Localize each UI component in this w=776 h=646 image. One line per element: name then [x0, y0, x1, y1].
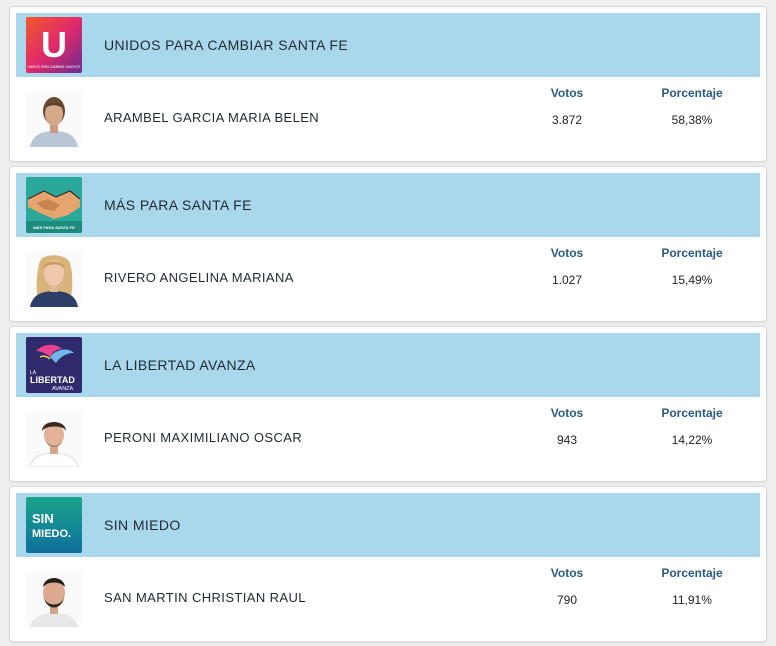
- percent-value: 58,38%: [671, 113, 713, 127]
- sin-miedo-logo-icon: SIN MIEDO.: [26, 497, 82, 553]
- party-name: SIN MIEDO: [104, 517, 181, 533]
- candidate-photo: [26, 91, 82, 147]
- u-letter-logo-icon: U UNIDOS PARA CAMBIAR SANTA FE: [26, 17, 82, 73]
- votes-value: 1.027: [551, 273, 583, 287]
- votes-value: 943: [556, 433, 578, 447]
- percent-value: 14,22%: [671, 433, 713, 447]
- svg-text:SIN: SIN: [32, 511, 54, 526]
- votes-header: Votos: [550, 86, 584, 100]
- percent-header: Porcentaje: [661, 246, 723, 260]
- party-result-card: MÁS PARA SANTA FE MÁS PARA SANTA FE RIVE…: [9, 166, 767, 322]
- party-name: MÁS PARA SANTA FE: [104, 197, 252, 213]
- votes-value: 790: [556, 593, 578, 607]
- percent-header: Porcentaje: [661, 406, 723, 420]
- candidate-photo: [26, 251, 82, 307]
- percent-value: 11,91%: [672, 593, 712, 607]
- party-header: MÁS PARA SANTA FE MÁS PARA SANTA FE: [16, 173, 760, 237]
- candidate-photo: [26, 571, 82, 627]
- percent-header: Porcentaje: [661, 566, 723, 580]
- percent-header: Porcentaje: [661, 86, 723, 100]
- party-name: LA LIBERTAD AVANZA: [104, 357, 256, 373]
- svg-text:MÁS PARA SANTA FE: MÁS PARA SANTA FE: [33, 225, 75, 230]
- handshake-logo-icon: MÁS PARA SANTA FE: [26, 177, 82, 233]
- candidate-name: ARAMBEL GARCIA MARIA BELEN: [104, 110, 320, 125]
- percent-value: 15,49%: [671, 273, 713, 287]
- votes-header: Votos: [550, 246, 584, 260]
- candidate-name: SAN MARTIN CHRISTIAN RAUL: [104, 590, 306, 605]
- party-header: LA LIBERTAD AVANZA LA LIBERTAD AVANZA: [16, 333, 760, 397]
- party-header: U UNIDOS PARA CAMBIAR SANTA FE UNIDOS PA…: [16, 13, 760, 77]
- party-name: UNIDOS PARA CAMBIAR SANTA FE: [104, 37, 349, 53]
- results-list: U UNIDOS PARA CAMBIAR SANTA FE UNIDOS PA…: [9, 6, 767, 646]
- votes-header: Votos: [550, 566, 584, 580]
- svg-text:MIEDO.: MIEDO.: [32, 528, 71, 540]
- party-result-card: U UNIDOS PARA CAMBIAR SANTA FE UNIDOS PA…: [9, 6, 767, 162]
- svg-text:U: U: [41, 24, 67, 65]
- candidate-photo: [26, 411, 82, 467]
- party-result-card: SIN MIEDO. SIN MIEDO SAN MARTIN CHRISTIA…: [9, 486, 767, 642]
- party-result-card: LA LIBERTAD AVANZA LA LIBERTAD AVANZA PE…: [9, 326, 767, 482]
- svg-text:UNIDOS PARA CAMBIAR SANTA FE: UNIDOS PARA CAMBIAR SANTA FE: [27, 65, 80, 69]
- votes-value: 3.872: [551, 113, 583, 127]
- svg-text:AVANZA: AVANZA: [52, 386, 74, 392]
- candidate-name: PERONI MAXIMILIANO OSCAR: [104, 430, 303, 445]
- lion-libertad-logo-icon: LA LIBERTAD AVANZA: [26, 337, 82, 393]
- votes-header: Votos: [550, 406, 584, 420]
- candidate-name: RIVERO ANGELINA MARIANA: [104, 270, 294, 285]
- svg-text:LIBERTAD: LIBERTAD: [30, 375, 75, 385]
- svg-text:LA: LA: [30, 370, 37, 376]
- party-header: SIN MIEDO. SIN MIEDO: [16, 493, 760, 557]
